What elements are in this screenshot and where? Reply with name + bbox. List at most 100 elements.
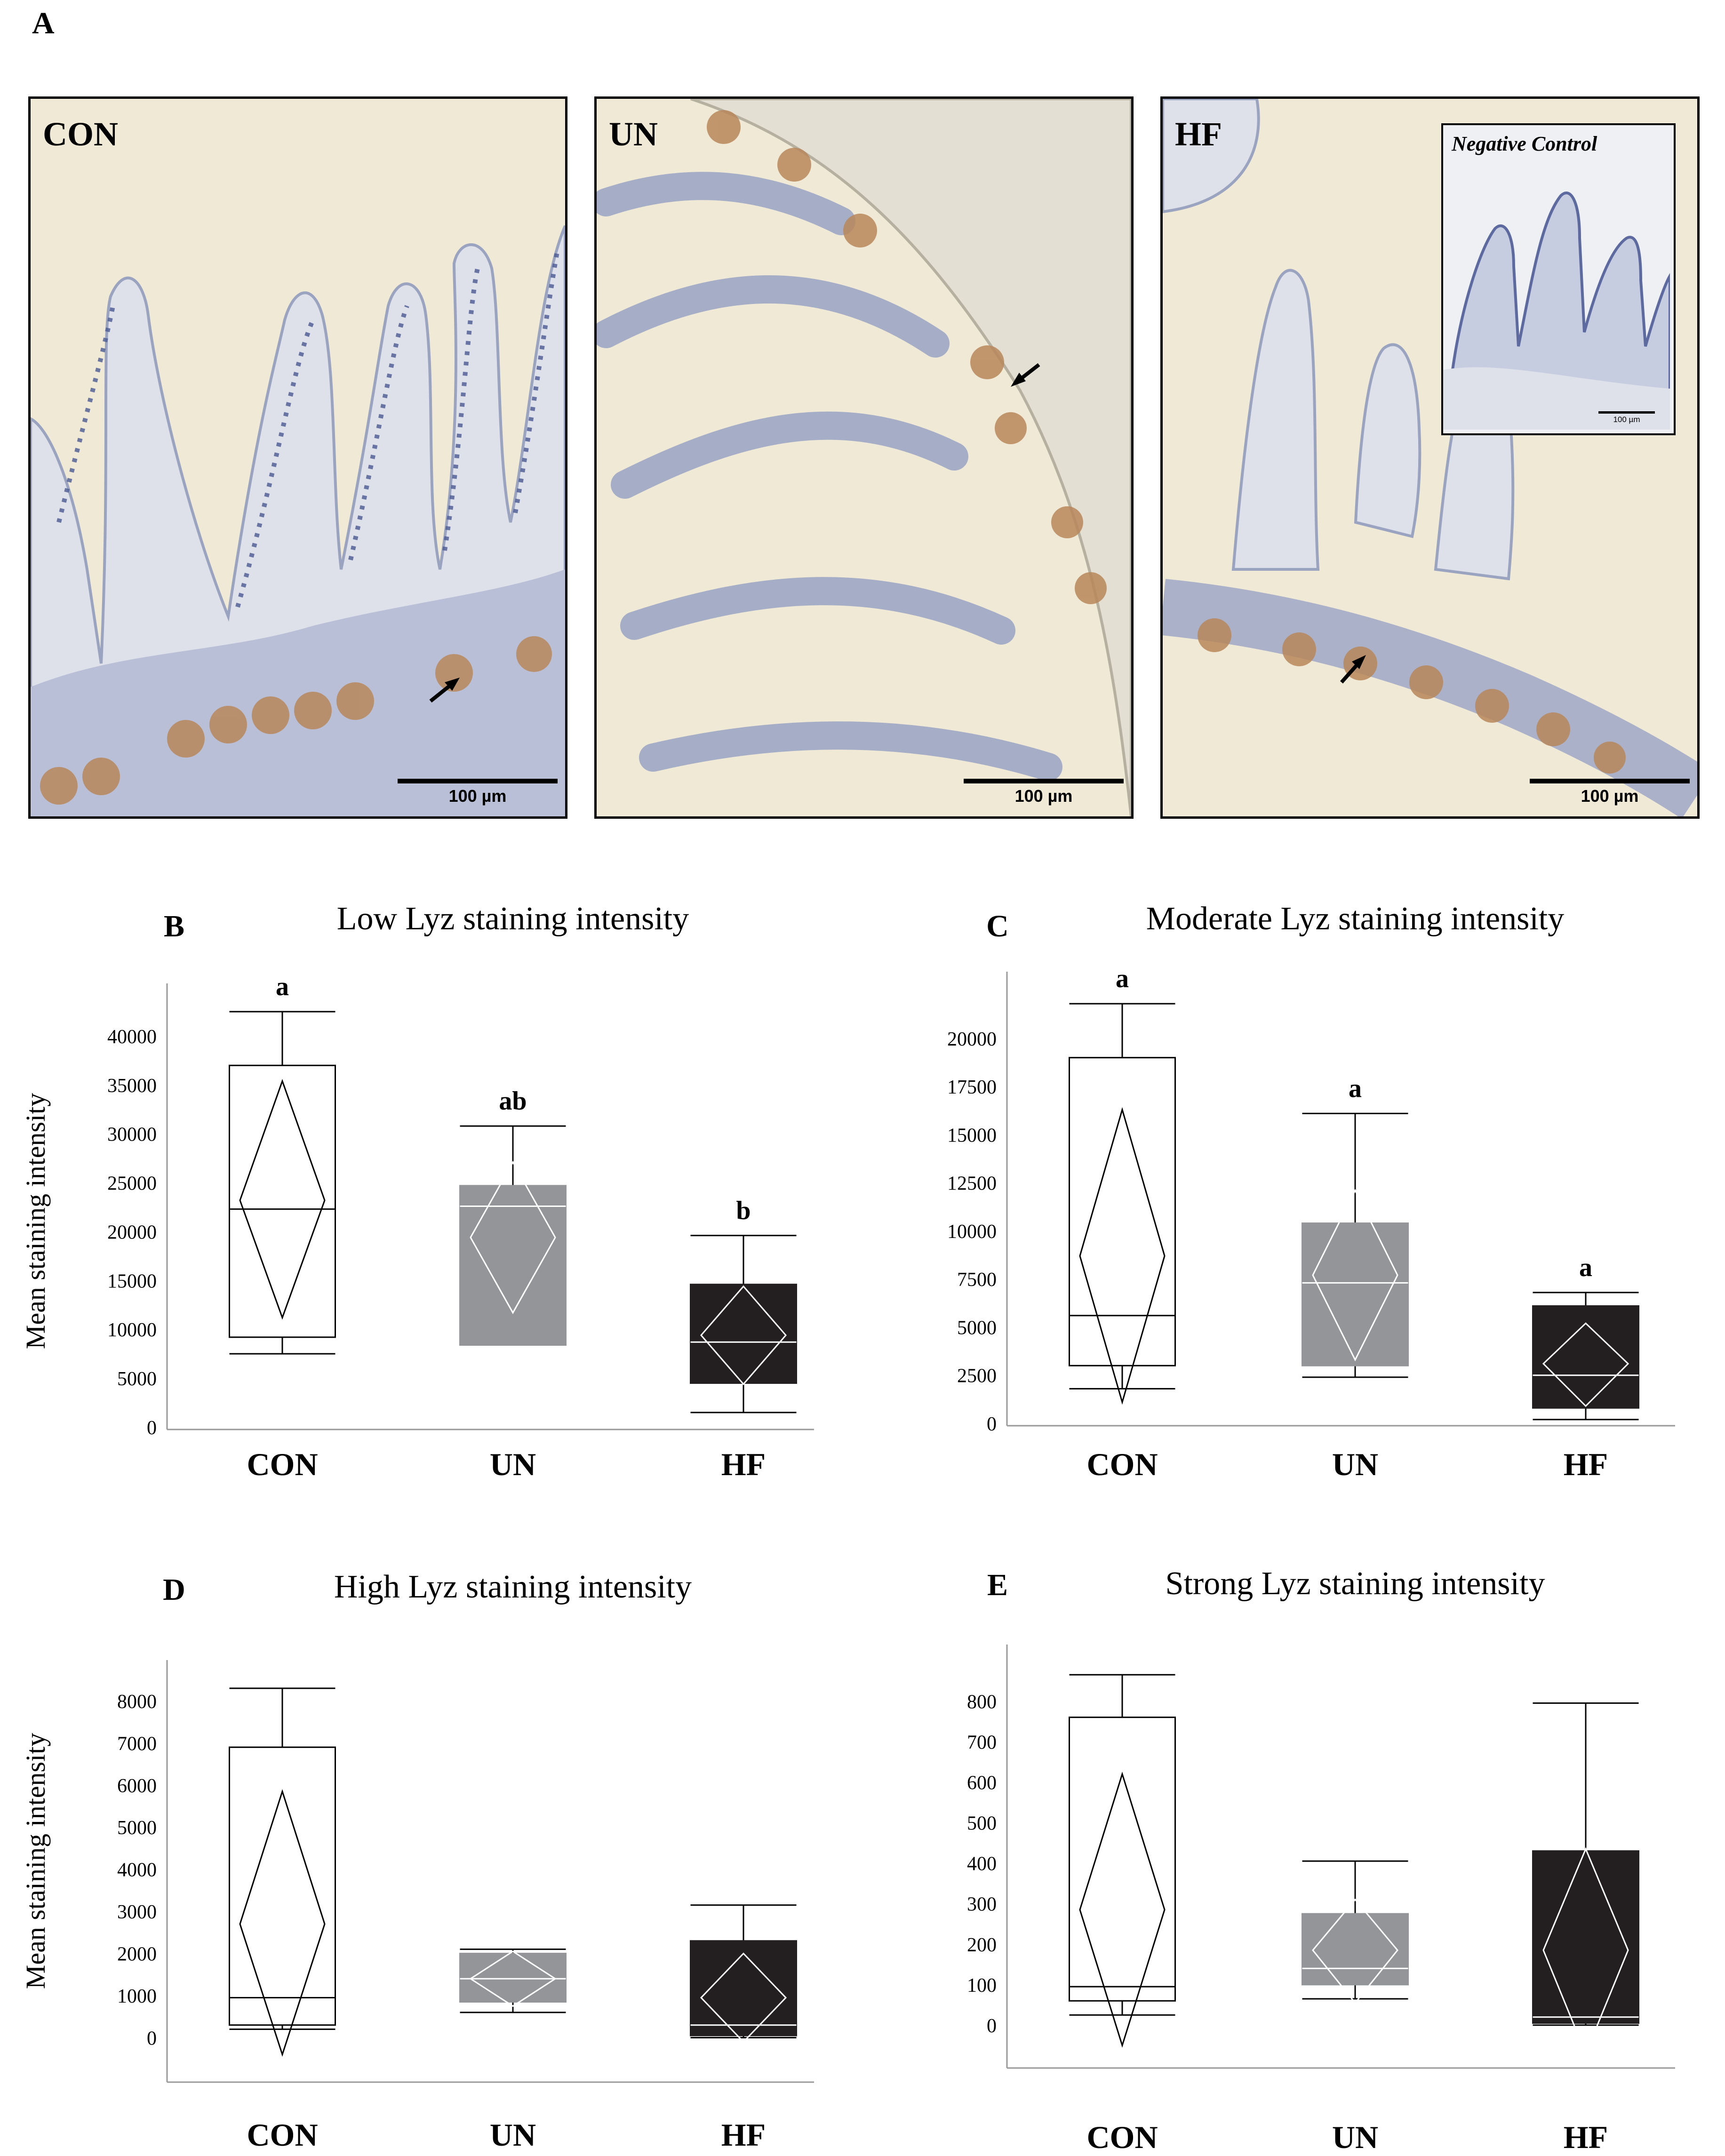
negative-control-inset: Negative Control 100 µm: [1441, 123, 1676, 435]
y-tick-label-d: 2000: [117, 1944, 157, 1965]
y-tick-label-b: 10000: [107, 1319, 157, 1341]
mean-diamond-b-hf: [700, 1285, 787, 1385]
y-tick-label-d: 7000: [117, 1733, 157, 1755]
mean-diamond-b-un: [470, 1160, 556, 1314]
y-tick-label-c: 5000: [957, 1317, 997, 1339]
y-tick-label-d: 5000: [117, 1817, 157, 1839]
y-tick-label-e: 800: [967, 1691, 997, 1713]
category-label-d-con: CON: [247, 2117, 318, 2153]
category-label-b-hf: HF: [721, 1446, 766, 1482]
y-tick-label-c: 7500: [957, 1269, 997, 1291]
micrograph-un-scale-text: 100 µm: [1014, 786, 1073, 806]
significance-letter-c-hf: a: [1579, 1253, 1592, 1282]
y-tick-label-d: 1000: [117, 1986, 157, 2007]
box-b-con: [229, 1064, 336, 1338]
y-tick-label-e: 600: [967, 1772, 997, 1794]
y-tick-label-e: 100: [967, 1975, 997, 1996]
y-tick-label-b: 35000: [107, 1075, 157, 1097]
y-tick-label-c: 12500: [947, 1173, 997, 1195]
y-tick-label-b: 15000: [107, 1270, 157, 1292]
category-label-d-hf: HF: [721, 2117, 766, 2153]
micrograph-hf-scale-text: 100 µm: [1581, 786, 1639, 806]
y-tick-label-b: 25000: [107, 1173, 157, 1195]
micrograph-hf-scalebar: 100 µm: [1530, 779, 1690, 806]
y-tick-label-e: 400: [967, 1853, 997, 1875]
micrograph-hf-label: HF: [1175, 115, 1222, 153]
chart-title-c: Moderate Lyz staining intensity: [1146, 901, 1564, 937]
y-tick-label-c: 0: [987, 1413, 997, 1435]
mean-diamond-d-con: [239, 1789, 326, 2057]
micrograph-un-scalebar: 100 µm: [964, 779, 1124, 806]
box-d-un: [459, 1953, 567, 2003]
significance-letter-b-hf: b: [736, 1196, 751, 1225]
micrograph-un-tissue: [597, 99, 1131, 816]
y-tick-label-e: 300: [967, 1894, 997, 1916]
y-tick-label-d: 4000: [117, 1860, 157, 1881]
y-tick-label-c: 15000: [947, 1125, 997, 1146]
mean-diamond-c-un: [1312, 1189, 1398, 1362]
box-e-con: [1069, 1717, 1176, 2002]
y-tick-label-c: 20000: [947, 1029, 997, 1050]
mean-diamond-d-un: [469, 1950, 557, 2007]
y-tick-label-e: 700: [967, 1732, 997, 1753]
y-tick-label-b: 5000: [117, 1368, 157, 1390]
y-tick-label-c: 10000: [947, 1221, 997, 1243]
micrograph-con-scalebar: 100 µm: [398, 779, 558, 806]
category-label-c-un: UN: [1332, 1446, 1378, 1482]
significance-letter-b-un: ab: [499, 1086, 527, 1116]
panel-letter-d: D: [163, 1573, 185, 1607]
micrograph-con-scale-text: 100 µm: [448, 786, 507, 806]
panel-letter-b: B: [164, 909, 184, 943]
negative-control-label: Negative Control: [1452, 132, 1597, 155]
significance-letter-c-un: a: [1349, 1074, 1362, 1103]
micrograph-hf: HF Negative Control 100 µm 100 µm: [1160, 96, 1700, 819]
y-axis-label-d: Mean staining intensity: [20, 1733, 51, 1989]
y-tick-label-c: 2500: [957, 1365, 997, 1387]
mean-diamond-e-hf: [1542, 1847, 1629, 2056]
chart-title-b: Low Lyz staining intensity: [337, 901, 689, 937]
micrograph-con-tissue: [31, 99, 565, 816]
mean-diamond-e-un: [1312, 1898, 1398, 2004]
y-tick-label-b: 40000: [107, 1026, 157, 1048]
category-label-c-con: CON: [1086, 1446, 1158, 1482]
box-c-con: [1069, 1057, 1176, 1366]
y-tick-label-b: 0: [147, 1417, 157, 1439]
y-tick-label-e: 500: [967, 1813, 997, 1835]
y-tick-label-d: 3000: [117, 1901, 157, 1923]
panel-letter-a: A: [32, 6, 55, 40]
box-d-con: [229, 1746, 336, 2026]
negative-control-scalebar: 100 µm: [1598, 411, 1655, 424]
mean-diamond-e-con: [1079, 1772, 1166, 2048]
category-label-c-hf: HF: [1564, 1446, 1608, 1482]
box-b-hf: [690, 1284, 797, 1384]
category-label-b-un: UN: [490, 1446, 536, 1482]
mean-diamond-d-hf: [700, 1952, 787, 2043]
panel-letter-e: E: [987, 1568, 1008, 1602]
mean-diamond-c-hf: [1542, 1322, 1629, 1407]
box-c-un: [1302, 1222, 1409, 1366]
y-tick-label-b: 20000: [107, 1222, 157, 1243]
y-tick-label-e: 200: [967, 1934, 997, 1956]
box-e-un: [1302, 1913, 1409, 1986]
y-tick-label-d: 6000: [117, 1775, 157, 1797]
category-label-b-con: CON: [247, 1446, 318, 1482]
box-e-hf: [1532, 1850, 1639, 2024]
micrograph-con-label: CON: [43, 115, 118, 153]
mean-diamond-b-con: [239, 1079, 326, 1320]
micrograph-con: CON 100 µm: [28, 96, 567, 819]
panel-letter-c: C: [986, 909, 1009, 943]
category-label-d-un: UN: [490, 2117, 536, 2153]
category-label-e-con: CON: [1086, 2119, 1158, 2155]
mean-diamond-c-con: [1079, 1107, 1166, 1405]
y-tick-label-d: 0: [147, 2028, 157, 2050]
category-label-e-hf: HF: [1564, 2119, 1608, 2155]
y-tick-label-b: 30000: [107, 1124, 157, 1146]
y-tick-label-c: 17500: [947, 1077, 997, 1098]
significance-letter-b-con: a: [276, 972, 289, 1001]
y-axis-label-b: Mean staining intensity: [20, 1093, 51, 1349]
chart-title-e: Strong Lyz staining intensity: [1166, 1565, 1545, 1602]
negative-control-scale-text: 100 µm: [1613, 415, 1640, 424]
box-d-hf: [690, 1940, 797, 2036]
y-tick-label-e: 0: [987, 2015, 997, 2037]
